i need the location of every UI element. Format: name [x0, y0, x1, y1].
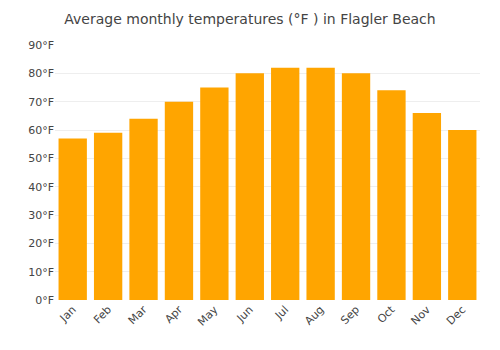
svg-text:Jan: Jan	[57, 303, 79, 325]
svg-text:Feb: Feb	[91, 303, 114, 326]
svg-text:30°F: 30°F	[28, 209, 54, 222]
svg-text:Jun: Jun	[234, 303, 256, 325]
svg-text:Jul: Jul	[272, 303, 291, 322]
svg-text:Nov: Nov	[409, 303, 434, 328]
svg-text:70°F: 70°F	[28, 96, 54, 109]
svg-text:Sep: Sep	[338, 303, 362, 327]
svg-text:20°F: 20°F	[28, 237, 54, 250]
svg-text:50°F: 50°F	[28, 152, 54, 165]
svg-text:0°F: 0°F	[35, 294, 54, 307]
svg-text:10°F: 10°F	[28, 266, 54, 279]
svg-text:Mar: Mar	[126, 303, 150, 327]
svg-text:Aug: Aug	[302, 303, 326, 327]
svg-text:90°F: 90°F	[28, 39, 54, 52]
svg-text:Apr: Apr	[162, 303, 185, 326]
svg-text:Oct: Oct	[375, 303, 398, 326]
svg-text:May: May	[195, 303, 221, 329]
svg-text:Dec: Dec	[444, 303, 468, 327]
svg-text:Average monthly temperatures (: Average monthly temperatures (°F ) in Fl…	[64, 11, 435, 27]
svg-text:80°F: 80°F	[28, 67, 54, 80]
svg-text:40°F: 40°F	[28, 181, 54, 194]
svg-text:60°F: 60°F	[28, 124, 54, 137]
